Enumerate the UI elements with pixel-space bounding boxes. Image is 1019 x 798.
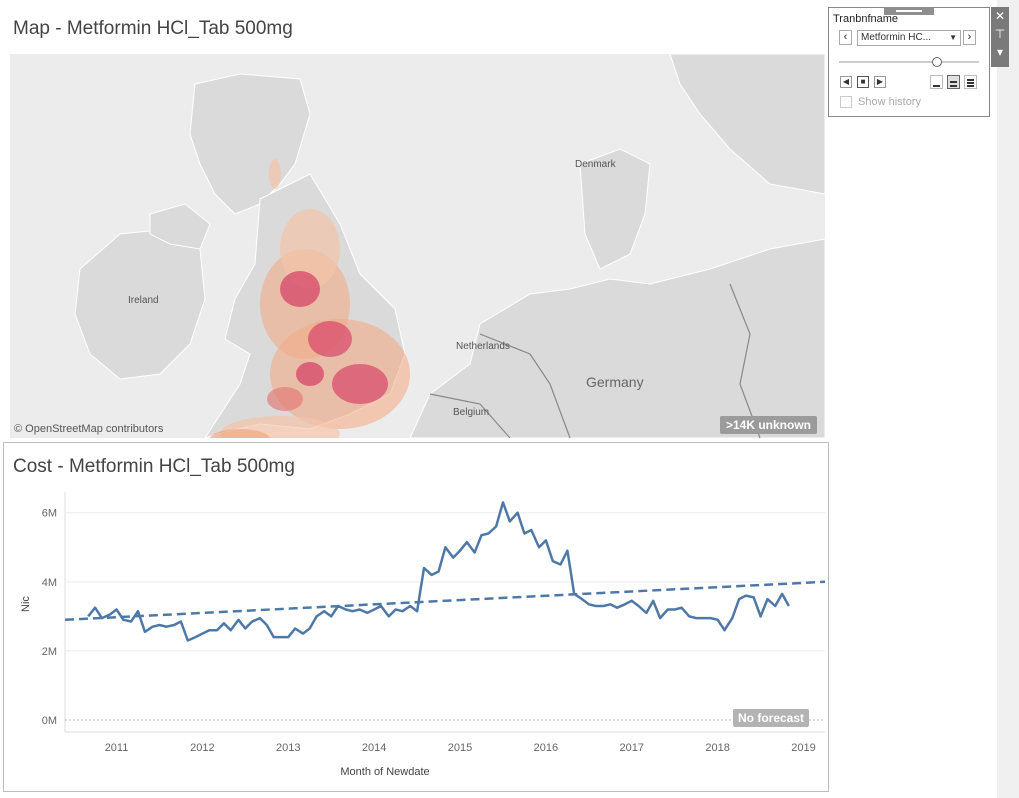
show-history-checkbox[interactable] (840, 96, 852, 108)
speed-fast-icon[interactable] (964, 75, 977, 89)
prev-value-button[interactable]: ‹ (839, 30, 852, 45)
card-toolbar: ✕ ⊤ ▾ (991, 7, 1009, 67)
speed-medium-icon[interactable] (947, 75, 960, 89)
label-germany: Germany (586, 374, 644, 390)
menu-icon[interactable]: ▾ (996, 45, 1004, 59)
filter-dropdown[interactable]: Metformin HC... ▼ (857, 30, 961, 46)
x-tick-label: 2011 (105, 742, 129, 754)
x-tick-label: 2018 (705, 742, 729, 754)
label-netherlands: Netherlands (456, 341, 510, 352)
land-northern-ireland (149, 203, 211, 250)
trend-line (64, 580, 826, 622)
x-tick-label: 2015 (448, 742, 472, 754)
chevron-down-icon: ▼ (949, 33, 957, 42)
page-slider-track[interactable] (839, 61, 979, 63)
x-tick-label: 2019 (791, 742, 815, 754)
x-tick-label: 2017 (620, 742, 644, 754)
next-value-button[interactable]: › (963, 30, 976, 45)
label-ireland: Ireland (128, 295, 159, 306)
step-back-icon[interactable]: ◀ (840, 76, 852, 88)
osm-attribution[interactable]: © OpenStreetMap contributors (14, 423, 164, 435)
y-tick-label: 2M (42, 646, 57, 658)
drag-handle[interactable] (884, 7, 934, 15)
right-scroll-strip[interactable] (997, 0, 1019, 798)
stop-icon[interactable]: ■ (857, 76, 869, 88)
y-tick-label: 6M (42, 508, 57, 520)
filter-selected-value: Metformin HC... (861, 32, 932, 43)
x-tick-label: 2013 (276, 742, 300, 754)
y-tick-label: 0M (42, 715, 57, 727)
land-denmark (579, 148, 651, 270)
land-scandinavia (669, 54, 825, 195)
land-continent (409, 238, 825, 438)
filter-label: Tranbnfname (833, 13, 899, 25)
x-tick-label: 2014 (362, 742, 386, 754)
unknown-badge[interactable]: >14K unknown (719, 416, 817, 434)
step-forward-icon[interactable]: ▶ (874, 76, 886, 88)
label-belgium: Belgium (453, 407, 489, 418)
no-forecast-badge[interactable]: No forecast (733, 709, 810, 727)
speed-slow-icon[interactable] (930, 75, 943, 89)
label-denmark: Denmark (575, 159, 617, 170)
map-view[interactable]: Ireland Denmark Netherlands Belgium Germ… (10, 54, 825, 438)
cost-panel (3, 442, 829, 792)
map-canvas: Ireland Denmark Netherlands Belgium Germ… (10, 54, 825, 438)
show-history-label: Show history (858, 96, 921, 108)
page-slider-knob[interactable] (932, 57, 942, 67)
x-tick-label: 2016 (534, 742, 558, 754)
map-title: Map - Metformin HCl_Tab 500mg (13, 18, 293, 39)
heatmap-layer (210, 159, 410, 438)
cost-title: Cost - Metformin HCl_Tab 500mg (13, 456, 295, 477)
nic-series-line (87, 501, 790, 642)
y-tick-label: 4M (42, 577, 57, 589)
y-axis-title: Nic (20, 596, 32, 612)
x-axis-title: Month of Newdate (340, 766, 429, 778)
x-tick-label: 2012 (190, 742, 214, 754)
pin-icon[interactable]: ⊤ (994, 27, 1006, 41)
close-icon[interactable]: ✕ (994, 9, 1006, 23)
